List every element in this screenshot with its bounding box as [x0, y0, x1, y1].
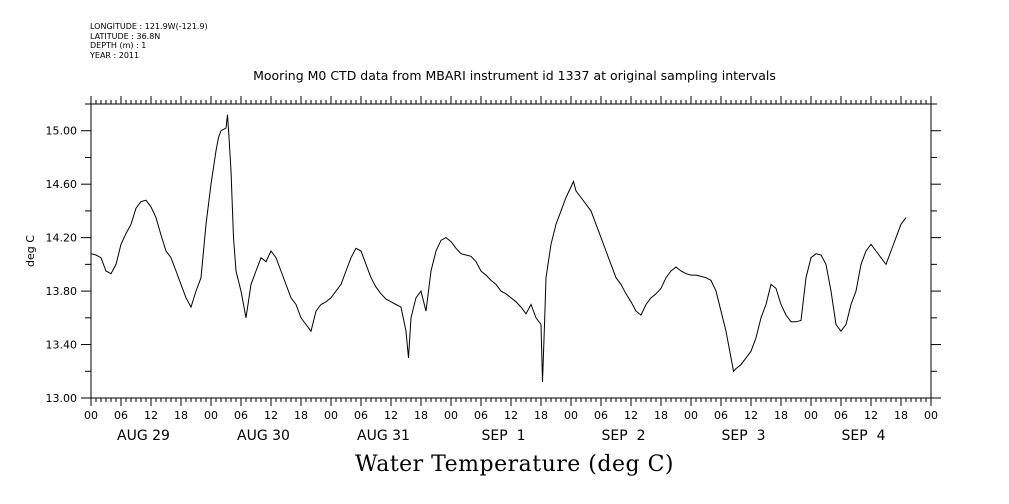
- x-tick-label: 12: [504, 409, 518, 422]
- y-tick-label: 14.60: [46, 178, 78, 191]
- y-tick-label: 13.00: [46, 392, 78, 405]
- y-tick-label: 13.40: [46, 339, 78, 352]
- x-tick-label: 18: [414, 409, 428, 422]
- x-tick-label: 18: [894, 409, 908, 422]
- x-tick-labels: 00 06 12 18 00 06 12 18 00 06 12 18 00 06 12 18 00 06 12 18…: [84, 409, 938, 422]
- x-tick-label: 00: [924, 409, 938, 422]
- x-tick-label: 06: [114, 409, 128, 422]
- y-tick-label: 14.20: [46, 232, 78, 245]
- x-tick-label: 06: [474, 409, 488, 422]
- x-tick-label: 00: [84, 409, 98, 422]
- x-tick-label: 06: [834, 409, 848, 422]
- day-labels: AUG 29 AUG 30 AUG 31 SEP 1 SEP 2 SEP 3 SEP 4: [117, 428, 886, 444]
- x-tick-label: 18: [174, 409, 188, 422]
- year-label: YEAR : 2011: [90, 50, 140, 60]
- y-tick-label: 13.80: [46, 285, 78, 298]
- day-label: SEP 1: [482, 428, 526, 444]
- tick-marks: [81, 96, 941, 406]
- x-tick-label: 00: [444, 409, 458, 422]
- day-label: SEP 4: [842, 428, 886, 444]
- x-tick-label: 06: [234, 409, 248, 422]
- chart-title: Mooring M0 CTD data from MBARI instrumen…: [253, 68, 776, 83]
- x-tick-label: 00: [684, 409, 698, 422]
- x-tick-label: 00: [804, 409, 818, 422]
- day-label: AUG 29: [117, 428, 170, 444]
- x-tick-label: 12: [144, 409, 158, 422]
- metadata-block: LONGITUDE : 121.9W(-121.9) LATITUDE : 36…: [90, 22, 208, 60]
- y-tick-label: 15.00: [46, 125, 78, 138]
- x-tick-label: 06: [354, 409, 368, 422]
- depth-label: DEPTH (m) : 1: [90, 41, 147, 50]
- x-tick-label: 12: [744, 409, 758, 422]
- x-tick-label: 06: [714, 409, 728, 422]
- bottom-title: Water Temperature (deg C): [355, 452, 674, 477]
- longitude-label: LONGITUDE : 121.9W(-121.9): [90, 22, 208, 31]
- x-tick-label: 00: [204, 409, 218, 422]
- day-label: SEP 2: [602, 428, 646, 444]
- x-tick-label: 18: [774, 409, 788, 422]
- x-tick-label: 18: [294, 409, 308, 422]
- latitude-label: LATITUDE : 36.8N: [90, 31, 161, 41]
- y-tick-labels: 13.00 13.40 13.80 14.20 14.60 15.00: [46, 125, 78, 405]
- x-tick-label: 12: [384, 409, 398, 422]
- x-tick-label: 00: [324, 409, 338, 422]
- day-label: SEP 3: [722, 428, 766, 444]
- x-tick-label: 18: [654, 409, 668, 422]
- x-tick-label: 18: [534, 409, 548, 422]
- temperature-line: [90, 114, 907, 383]
- x-tick-label: 00: [564, 409, 578, 422]
- x-tick-label: 12: [864, 409, 878, 422]
- y-axis-label: deg C: [24, 235, 37, 267]
- x-tick-label: 12: [624, 409, 638, 422]
- x-tick-label: 12: [264, 409, 278, 422]
- day-label: AUG 31: [357, 428, 410, 444]
- day-label: AUG 30: [237, 428, 290, 444]
- x-tick-label: 06: [594, 409, 608, 422]
